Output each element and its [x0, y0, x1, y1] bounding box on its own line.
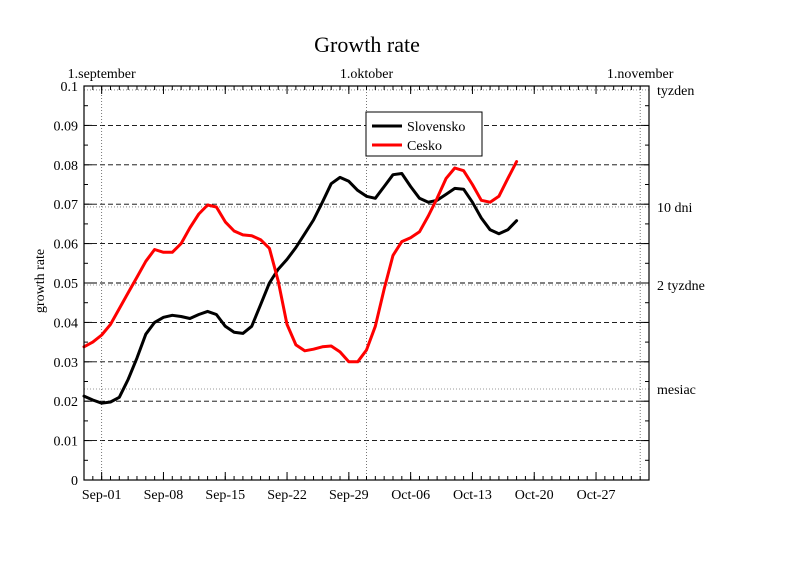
legend-label-slovensko: Slovensko [407, 120, 465, 135]
y-tick-label: 0.09 [54, 119, 79, 134]
top-month-label: 1.september [68, 67, 136, 82]
y-tick-label: 0.03 [54, 356, 79, 371]
series-line-slovensko [82, 172, 519, 405]
x-tick-label: Oct-20 [515, 488, 554, 503]
top-month-label: 1.oktober [340, 67, 394, 82]
legend-box [365, 111, 483, 157]
x-tick-label: Oct-06 [391, 488, 430, 503]
x-tick-label: Sep-29 [329, 488, 369, 503]
y-tick-label: 0.05 [54, 277, 79, 292]
chart-title: Growth rate [314, 32, 420, 57]
series-lines [82, 160, 519, 405]
y-tick-label: 0.06 [54, 238, 79, 253]
x-tick-label: Oct-13 [453, 488, 492, 503]
top-month-label: 1.november [607, 67, 674, 82]
plot-frame [83, 85, 650, 481]
y-tick-label: 0.04 [54, 316, 79, 331]
x-tick-label: Sep-08 [144, 488, 184, 503]
x-tick-label: Sep-01 [82, 488, 122, 503]
axis-labels: 0 0.01 0.02 0.03 0.04 0.05 0.06 0.07 0.08 0.09 0.1… [54, 67, 705, 503]
right-reference-label: 10 dni [657, 201, 693, 216]
legend: Slovensko Cesko [365, 111, 483, 157]
x-tick-label: Sep-15 [205, 488, 245, 503]
right-reference-label: mesiac [657, 383, 696, 398]
y-tick-label: 0.1 [61, 80, 79, 95]
y-tick-label: 0.07 [54, 198, 79, 213]
y-tick-label: 0.02 [54, 395, 79, 410]
legend-label-cesko: Cesko [407, 139, 442, 154]
axis-ticks [83, 85, 650, 481]
right-reference-label: tyzden [657, 84, 694, 99]
x-tick-label: Sep-22 [267, 488, 307, 503]
y-tick-label: 0 [71, 474, 78, 489]
series-line-cesko [82, 160, 519, 364]
y-tick-label: 0.01 [54, 435, 79, 450]
x-tick-label: Oct-27 [577, 488, 616, 503]
y-tick-label: 0.08 [54, 159, 79, 174]
right-reference-label: 2 tyzdne [657, 279, 705, 294]
y-axis-label: growth rate [33, 249, 48, 313]
